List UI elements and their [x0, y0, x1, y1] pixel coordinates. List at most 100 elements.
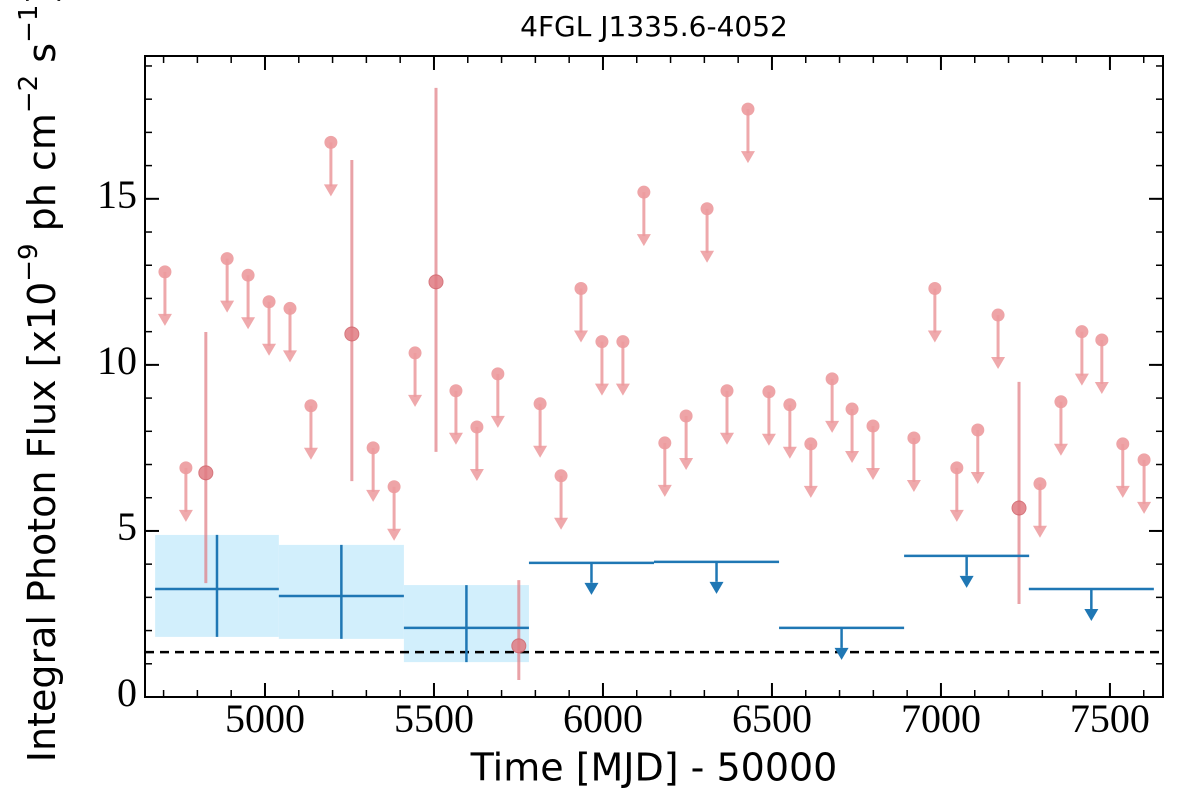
upper-limit-point	[262, 295, 276, 309]
upper-limit-head	[366, 489, 381, 502]
upper-limit-head	[720, 432, 735, 445]
upper-limit-head	[1053, 443, 1068, 456]
upper-limit-head	[554, 517, 569, 530]
upper-limit-head	[220, 300, 235, 313]
upper-limit-head	[178, 509, 193, 522]
upper-limit-head	[657, 484, 672, 497]
upper-limit-head	[825, 420, 840, 433]
detection-point	[1011, 500, 1027, 516]
upper-limit-head	[323, 184, 338, 197]
upper-limit-point	[762, 385, 776, 399]
x-axis-label: Time [MJD] - 50000	[470, 746, 838, 790]
y-axis-label-part: −2	[14, 75, 44, 113]
upper-limit-point	[720, 384, 734, 398]
upper-limit-point	[1075, 325, 1089, 339]
upper-limit-head	[469, 468, 484, 481]
upper-limit-point	[470, 420, 484, 434]
y-tick-label: 0	[117, 670, 137, 715]
upper-limit-point	[366, 441, 380, 455]
upper-limit-head	[1094, 381, 1109, 394]
upper-limit-head	[959, 575, 974, 588]
y-axis-label-part: −9	[14, 243, 44, 281]
upper-limit-head	[782, 446, 797, 459]
upper-limit-point	[971, 423, 985, 437]
upper-limit-point	[700, 202, 714, 216]
y-axis-label: Integral Photon Flux [x10−9 ph cm−2 s−1]	[14, 0, 64, 762]
upper-limit-head	[241, 317, 256, 330]
upper-limit-head	[1032, 525, 1047, 538]
upper-limit-point	[179, 461, 193, 475]
upper-limit-head	[573, 330, 588, 343]
upper-limit-head	[157, 313, 172, 326]
upper-limit-point	[679, 409, 693, 423]
upper-limit-point	[241, 268, 255, 282]
detection-point	[428, 274, 444, 290]
upper-limit-point	[907, 431, 921, 445]
upper-limit-point	[950, 461, 964, 475]
chart-title: 4FGL J1335.6-4052	[520, 10, 788, 43]
upper-limit-head	[740, 151, 755, 164]
upper-limit-point	[658, 436, 672, 450]
upper-limit-point	[1116, 437, 1130, 451]
x-tick-label: 5000	[225, 696, 305, 741]
x-tick-label: 7500	[1070, 696, 1150, 741]
upper-limit-point	[574, 281, 588, 295]
upper-limit-head	[761, 433, 776, 446]
upper-limit-head	[927, 330, 942, 343]
upper-limit-head	[1137, 501, 1152, 514]
upper-limit-head	[679, 458, 694, 471]
upper-limit-head	[636, 234, 651, 247]
upper-limit-head	[949, 509, 964, 522]
upper-limit-point	[845, 402, 859, 416]
y-axis-label-part: ph cm	[20, 113, 64, 243]
upper-limit-point	[1137, 453, 1151, 467]
detection-point	[344, 326, 360, 342]
y-tick-label: 5	[117, 504, 137, 549]
upper-limit-head	[533, 445, 548, 458]
upper-limit-point	[449, 384, 463, 398]
upper-limit-point	[595, 335, 609, 349]
upper-limit-point	[825, 372, 839, 386]
plot-frame	[144, 55, 1164, 698]
upper-limit-head	[490, 415, 505, 428]
upper-limit-head	[408, 394, 423, 407]
upper-limit-head	[584, 582, 599, 595]
upper-limit-head	[594, 383, 609, 396]
upper-limit-head	[866, 467, 881, 480]
upper-limit-point	[783, 398, 797, 412]
upper-limit-point	[616, 335, 630, 349]
x-tick-label: 6500	[732, 696, 812, 741]
upper-limit-point	[158, 265, 172, 279]
upper-limit-point	[928, 281, 942, 295]
upper-limit-head	[448, 432, 463, 445]
upper-limit-head	[1115, 485, 1130, 498]
y-tick-label: 15	[97, 172, 137, 217]
upper-limit-point	[283, 301, 297, 315]
x-tick-label: 5500	[394, 696, 474, 741]
y-axis-label-part: −1	[14, 5, 44, 43]
upper-limit-head	[282, 350, 297, 363]
upper-limit-point	[387, 480, 401, 494]
upper-limit-head	[303, 447, 318, 460]
upper-limit-point	[220, 252, 234, 266]
upper-limit-head	[845, 451, 860, 464]
upper-limit-point	[991, 308, 1005, 322]
upper-limit-point	[304, 399, 318, 413]
detection-point	[511, 638, 527, 654]
upper-limit-point	[637, 185, 651, 199]
upper-limit-head	[906, 479, 921, 492]
upper-limit-point	[1033, 477, 1047, 491]
upper-limit-head	[387, 528, 402, 541]
upper-limit-head	[262, 343, 277, 356]
y-axis-label-part: ]	[20, 0, 64, 5]
upper-limit-head	[991, 357, 1006, 370]
upper-limit-point	[491, 367, 505, 381]
x-tick-label: 7000	[901, 696, 981, 741]
upper-limit-point	[866, 419, 880, 433]
upper-limit-point	[804, 437, 818, 451]
detection-point	[198, 465, 214, 481]
y-tick-label: 10	[97, 338, 137, 383]
upper-limit-head	[834, 647, 849, 660]
upper-limit-point	[1054, 395, 1068, 409]
